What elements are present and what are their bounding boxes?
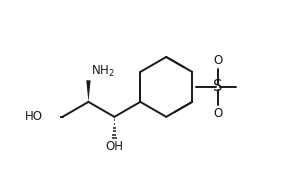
Text: S: S	[213, 79, 222, 94]
Text: HO: HO	[25, 110, 43, 123]
Text: O: O	[213, 107, 222, 120]
Text: NH$_2$: NH$_2$	[91, 64, 114, 79]
Polygon shape	[86, 80, 91, 102]
Text: OH: OH	[105, 140, 123, 153]
Text: O: O	[213, 53, 222, 67]
